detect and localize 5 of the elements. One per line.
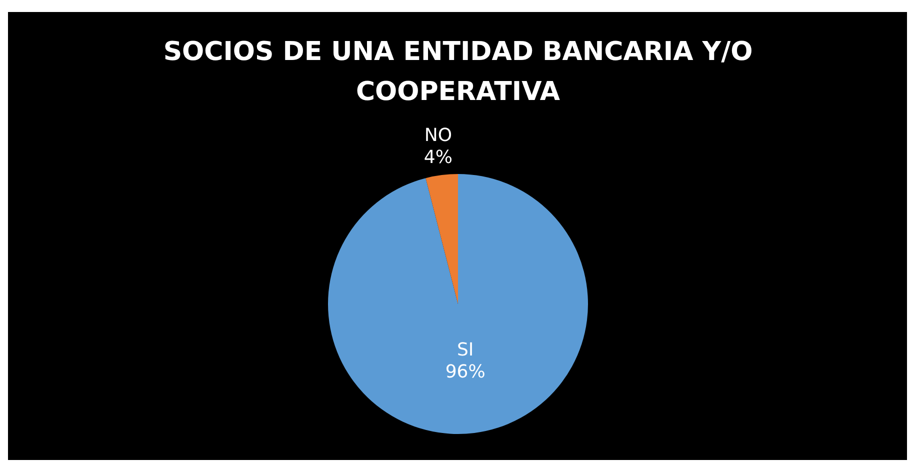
data-label: 96% (445, 362, 486, 383)
slice-label: SI (456, 340, 474, 361)
chart-title: SOCIOS DE UNA ENTIDAD BANCARIA Y/O COOPERATIVA (162, 36, 754, 109)
data-label: 4% (424, 146, 452, 168)
slice-label: NO (424, 124, 452, 146)
